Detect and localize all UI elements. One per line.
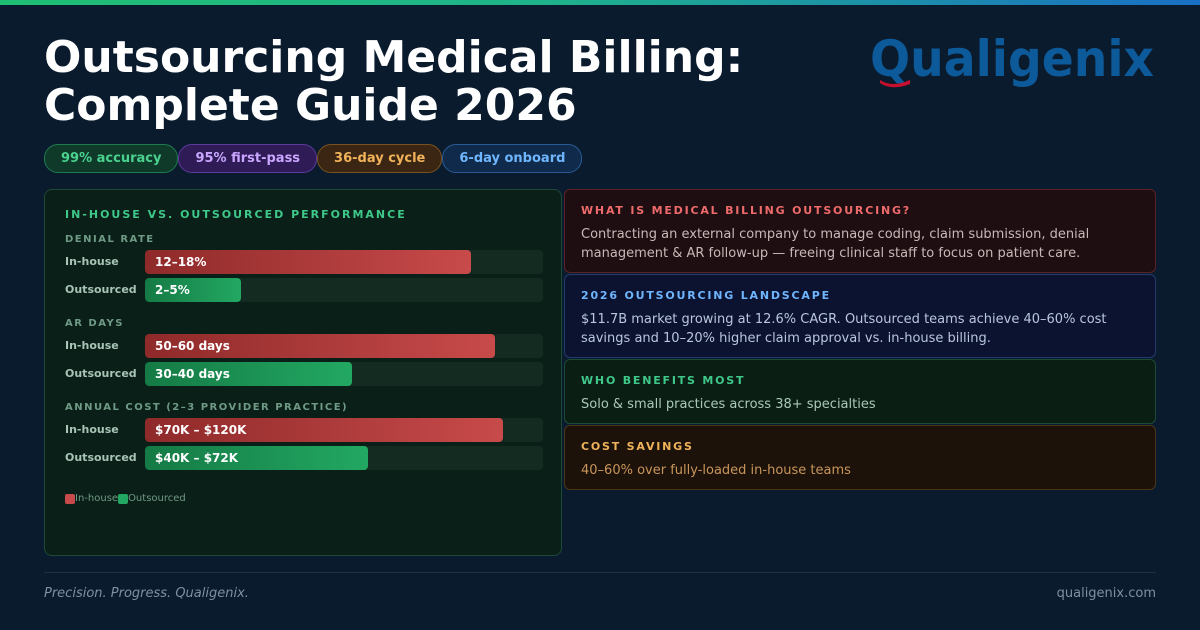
footer-tagline: Precision. Progress. Qualigenix. bbox=[44, 586, 249, 601]
info-card-what-is: WHAT IS MEDICAL BILLING OUTSOURCING? Con… bbox=[564, 189, 1156, 273]
info-card-title: WHO BENEFITS MOST bbox=[581, 374, 746, 387]
info-card-body: Solo & small practices across 38+ specia… bbox=[581, 397, 876, 412]
brand-logo-wordmark: Qualigenix bbox=[870, 30, 1154, 88]
bar-label-ar-outsourced: Outsourced bbox=[65, 367, 137, 380]
stat-pill-accuracy: 99% accuracy bbox=[44, 144, 179, 173]
stat-pill-onboard: 6-day onboard bbox=[442, 144, 583, 173]
chart-title: IN-HOUSE VS. OUTSOURCED PERFORMANCE bbox=[65, 208, 407, 221]
chart-legend: In-house Outsourced bbox=[65, 493, 186, 504]
bar-label-cost-outsourced: Outsourced bbox=[65, 451, 137, 464]
info-card-landscape: 2026 OUTSOURCING LANDSCAPE $11.7B market… bbox=[564, 274, 1156, 358]
bar-cost-outsourced: $40K – $72K bbox=[145, 446, 368, 470]
legend-label-outsourced: Outsourced bbox=[128, 493, 186, 504]
group-label-annual-cost: ANNUAL COST (2–3 PROVIDER PRACTICE) bbox=[65, 402, 349, 413]
footer-site-link[interactable]: qualigenix.com bbox=[1056, 586, 1156, 601]
info-card-body: $11.7B market growing at 12.6% CAGR. Out… bbox=[581, 312, 1107, 346]
top-accent-bar bbox=[0, 0, 1200, 5]
performance-chart-panel: IN-HOUSE VS. OUTSOURCED PERFORMANCE DENI… bbox=[44, 189, 562, 556]
bar-ar-outsourced: 30–40 days bbox=[145, 362, 352, 386]
info-card-title: WHAT IS MEDICAL BILLING OUTSOURCING? bbox=[581, 204, 911, 217]
bar-track-cost-outsourced: $40K – $72K bbox=[145, 446, 543, 470]
bar-track-denial-outsourced: 2–5% bbox=[145, 278, 543, 302]
info-card-who-benefits: WHO BENEFITS MOST Solo & small practices… bbox=[564, 359, 1156, 424]
bar-track-ar-outsourced: 30–40 days bbox=[145, 362, 543, 386]
group-label-ar-days: AR DAYS bbox=[65, 318, 124, 329]
stat-pills: 99% accuracy 95% first-pass 36-day cycle… bbox=[44, 144, 583, 173]
legend-swatch-outsourced bbox=[118, 493, 129, 504]
bar-denial-outsourced: 2–5% bbox=[145, 278, 241, 302]
brand-logo-swoosh bbox=[880, 80, 910, 88]
info-card-body: 40–60% over fully-loaded in-house teams bbox=[581, 463, 851, 478]
bar-label-denial-outsourced: Outsourced bbox=[65, 283, 137, 296]
bar-label-ar-inhouse: In-house bbox=[65, 339, 119, 352]
bar-ar-inhouse: 50–60 days bbox=[145, 334, 496, 358]
info-card-title: COST SAVINGS bbox=[581, 440, 694, 453]
brand-logo: Qualigenix bbox=[866, 28, 1166, 98]
bar-denial-inhouse: 12–18% bbox=[145, 250, 472, 274]
stat-pill-first-pass: 95% first-pass bbox=[178, 144, 318, 173]
info-card-title: 2026 OUTSOURCING LANDSCAPE bbox=[581, 289, 831, 302]
legend-swatch-inhouse bbox=[65, 493, 75, 504]
bar-label-denial-inhouse: In-house bbox=[65, 255, 119, 268]
stat-pill-cycle: 36-day cycle bbox=[317, 144, 443, 173]
bar-cost-inhouse: $70K – $120K bbox=[145, 418, 504, 442]
page-title-line-2: Complete Guide 2026 bbox=[44, 80, 577, 131]
info-card-body: Contracting an external company to manag… bbox=[581, 227, 1090, 261]
bar-track-ar-inhouse: 50–60 days bbox=[145, 334, 543, 358]
page-title-line-1: Outsourcing Medical Billing: bbox=[44, 32, 744, 83]
group-label-denial-rate: DENIAL RATE bbox=[65, 234, 155, 245]
bar-track-cost-inhouse: $70K – $120K bbox=[145, 418, 543, 442]
legend-label-inhouse: In-house bbox=[75, 493, 119, 504]
page-title: Outsourcing Medical Billing: Complete Gu… bbox=[44, 34, 804, 130]
info-card-cost-savings: COST SAVINGS 40–60% over fully-loaded in… bbox=[564, 425, 1156, 490]
bar-label-cost-inhouse: In-house bbox=[65, 423, 119, 436]
footer-divider bbox=[44, 572, 1156, 573]
bar-track-denial-inhouse: 12–18% bbox=[145, 250, 543, 274]
